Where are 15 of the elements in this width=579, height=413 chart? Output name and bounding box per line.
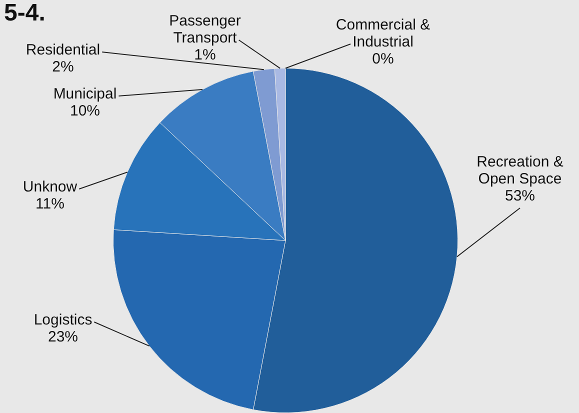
data-label: 1%: [194, 46, 216, 64]
slice-label: Residential: [26, 42, 100, 59]
chart-title: 5-4.: [4, 0, 46, 27]
slice-label: Municipal: [53, 86, 117, 103]
data-label: 23%: [48, 328, 78, 346]
data-label: 11%: [36, 196, 64, 213]
slice-label: Passenger Transport: [169, 12, 241, 47]
data-label: 53%: [504, 188, 536, 205]
slice-label: Unknow: [22, 178, 78, 196]
text: 0%: [372, 50, 394, 68]
slice-label: Recreation & Open Space: [476, 154, 564, 188]
category-label: Commercial & Industrial: [336, 16, 430, 51]
slice-label: Logistics: [34, 312, 92, 329]
data-label: 10%: [70, 102, 100, 120]
data-label: 2%: [52, 58, 74, 76]
